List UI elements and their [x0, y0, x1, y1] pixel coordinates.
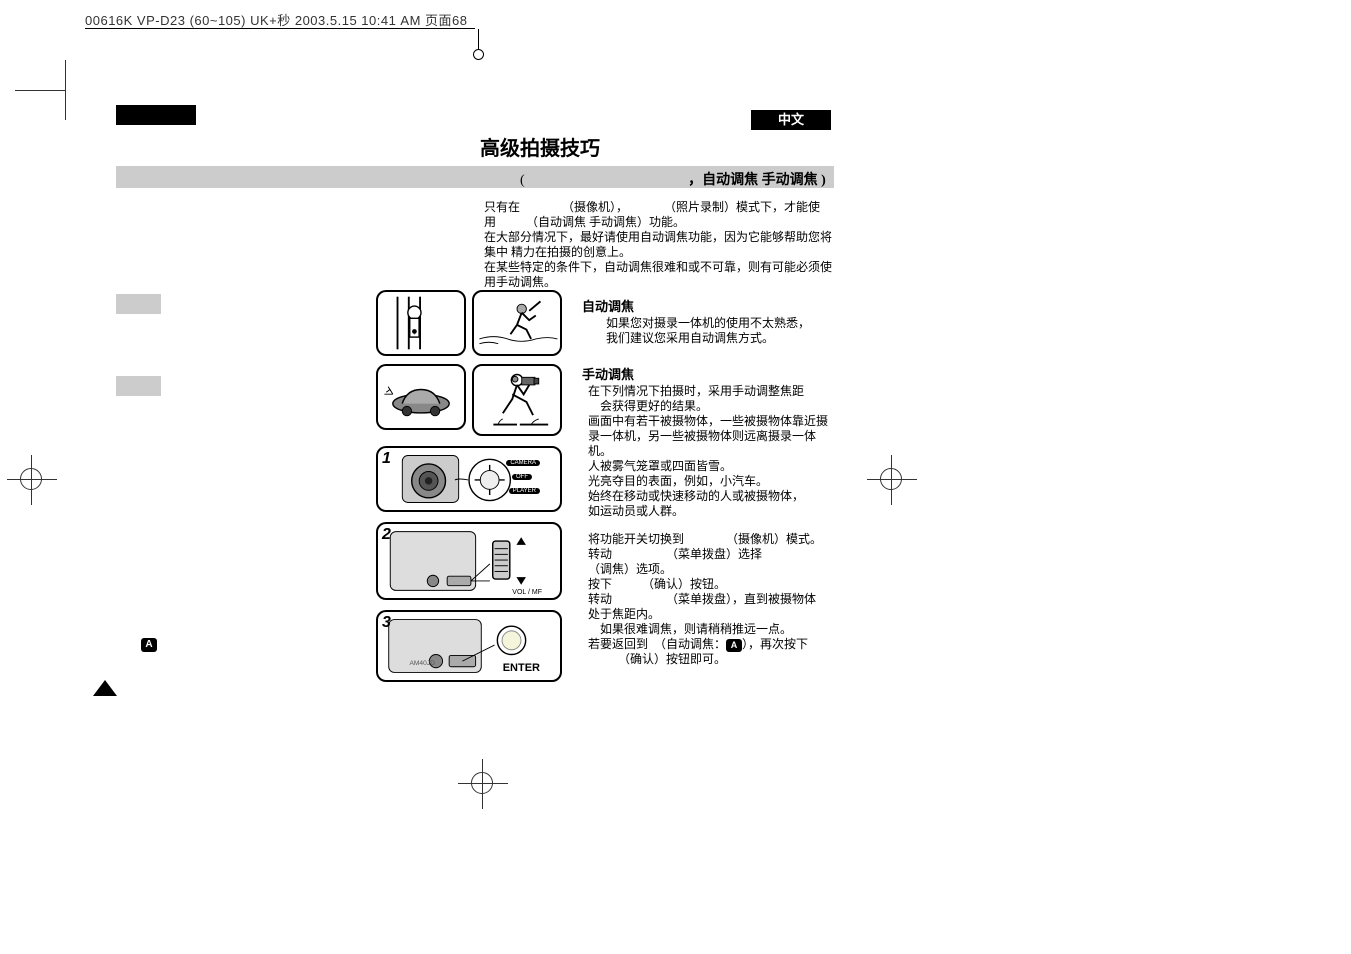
text-line: 光亮夺目的表面，例如，小汽车。 [588, 474, 828, 489]
step-number: 2 [382, 526, 391, 544]
intro-line: 只有在 （摄像机）， （照片录制）模式下，才能使 [484, 200, 834, 215]
text-line: 如果您对摄录一体机的使用不太熟悉， [606, 316, 826, 331]
crop-mark-right [880, 468, 902, 490]
svg-text:AM40JD: AM40JD [410, 660, 436, 667]
black-banner [116, 105, 196, 125]
side-marker [116, 376, 161, 396]
auto-icon: A [726, 639, 742, 652]
text-line: 将功能开关切换到 （摄像机）模式。 [588, 532, 828, 547]
text-line: 会获得更好的结果。 [588, 399, 828, 414]
illustration-cameraman [472, 364, 562, 436]
text-line: 我们建议您采用自动调焦方式。 [606, 331, 826, 346]
text-line: 录一体机，另一些被摄物体则远离摄录一体 [588, 429, 828, 444]
illustration-bars: ? [376, 290, 466, 356]
header-collate-mark [473, 49, 484, 60]
illustration-step-3: 3 AM40JD ENTER [376, 610, 562, 682]
text-line: 处于焦距内。 [588, 607, 828, 622]
text-line: 如果很难调焦，则请稍稍推远一点。 [588, 622, 828, 637]
intro-line: 在某些特定的条件下，自动调焦很难和或不可靠，则有可能必须使 [484, 260, 834, 275]
intro-line: 集中 精力在拍摄的创意上。 [484, 245, 834, 260]
illustration-step-2: 2 VOL / MF [376, 522, 562, 600]
subtitle-text: ( ，自动调焦 手动调焦 ) [520, 169, 826, 189]
illustration-snow [472, 290, 562, 356]
side-marker [116, 294, 161, 314]
auto-focus-heading: 自动调焦 [582, 296, 634, 315]
manual-focus-heading: 手动调焦 [582, 364, 634, 383]
steps-text: 将功能开关切换到 （摄像机）模式。 转动 （菜单拨盘）选择 （调焦）选项。 按下… [588, 532, 828, 667]
intro-line: 用手动调焦。 [484, 275, 834, 290]
text-line: 转动 （菜单拨盘），直到被摄物体 [588, 592, 828, 607]
auto-icon-margin: A [141, 638, 157, 652]
page-title: 高级拍摄技巧 [480, 132, 600, 161]
text-line: 机。 [588, 444, 828, 459]
text-line: 画面中有若干被摄物体，一些被摄物体靠近摄 [588, 414, 828, 429]
label-off: OFF [512, 474, 532, 480]
intro-paragraph: 只有在 （摄像机）， （照片录制）模式下，才能使 用 （自动调焦 手动调焦）功能… [484, 200, 834, 290]
illustration-step-1: 1 CAMERA OFF PLAYER [376, 446, 562, 512]
text-line: 在下列情况下拍摄时，采用手动调整焦距 [588, 384, 828, 399]
step-number: 3 [382, 614, 391, 632]
triangle-up-icon [93, 680, 117, 696]
text-line: 按下 （确认）按钮。 [588, 577, 828, 592]
subtitle-paren: ( [520, 173, 525, 188]
language-label: 中文 [751, 110, 831, 130]
label-enter: ENTER [503, 662, 540, 674]
text-line: 转动 （菜单拨盘）选择 [588, 547, 828, 562]
subtitle-bold: ，自动调焦 手动调焦 ) [688, 173, 826, 188]
auto-focus-text: 如果您对摄录一体机的使用不太熟悉， 我们建议您采用自动调焦方式。 [606, 316, 826, 346]
intro-line: 用 （自动调焦 手动调焦）功能。 [484, 215, 834, 230]
text-line: 人被雾气笼罩或四面皆雪。 [588, 459, 828, 474]
text-line: （确认）按钮即可。 [588, 652, 828, 667]
label-camera: CAMERA [506, 460, 540, 466]
manual-focus-text: 在下列情况下拍摄时，采用手动调整焦距 会获得更好的结果。 画面中有若干被摄物体，… [588, 384, 828, 519]
intro-line: 在大部分情况下，最好请使用自动调焦功能，因为它能够帮助您将 [484, 230, 834, 245]
crop-mark-left [20, 468, 42, 490]
text-line: 如运动员或人群。 [588, 504, 828, 519]
illustration-car [376, 364, 466, 430]
text-line: 若要返回到 （自动调焦：A），再次按下 [588, 637, 828, 652]
header-rule [85, 28, 475, 29]
header-meta-text: 00616K VP-D23 (60~105) UK+秒 2003.5.15 10… [85, 10, 468, 29]
label-vol-mf: VOL / MF [512, 589, 542, 596]
step-number: 1 [382, 450, 391, 468]
text-line: （调焦）选项。 [588, 562, 828, 577]
label-player: PLAYER [509, 488, 540, 494]
text-line: 始终在移动或快速移动的人或被摄物体， [588, 489, 828, 504]
svg-text:?: ? [413, 329, 416, 336]
crop-mark-bottom [471, 772, 493, 794]
